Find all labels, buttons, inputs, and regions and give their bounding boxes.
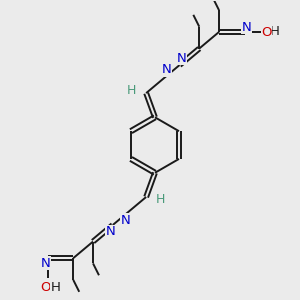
Text: O: O (40, 281, 51, 294)
Text: O: O (261, 26, 272, 40)
Text: H: H (127, 84, 136, 97)
Text: H: H (269, 26, 279, 38)
Text: N: N (162, 63, 172, 76)
Text: N: N (106, 225, 116, 239)
Text: N: N (177, 52, 186, 64)
Text: N: N (242, 20, 252, 34)
Text: H: H (50, 281, 60, 294)
Text: H: H (156, 194, 165, 206)
Text: N: N (41, 256, 50, 270)
Text: N: N (121, 214, 130, 227)
